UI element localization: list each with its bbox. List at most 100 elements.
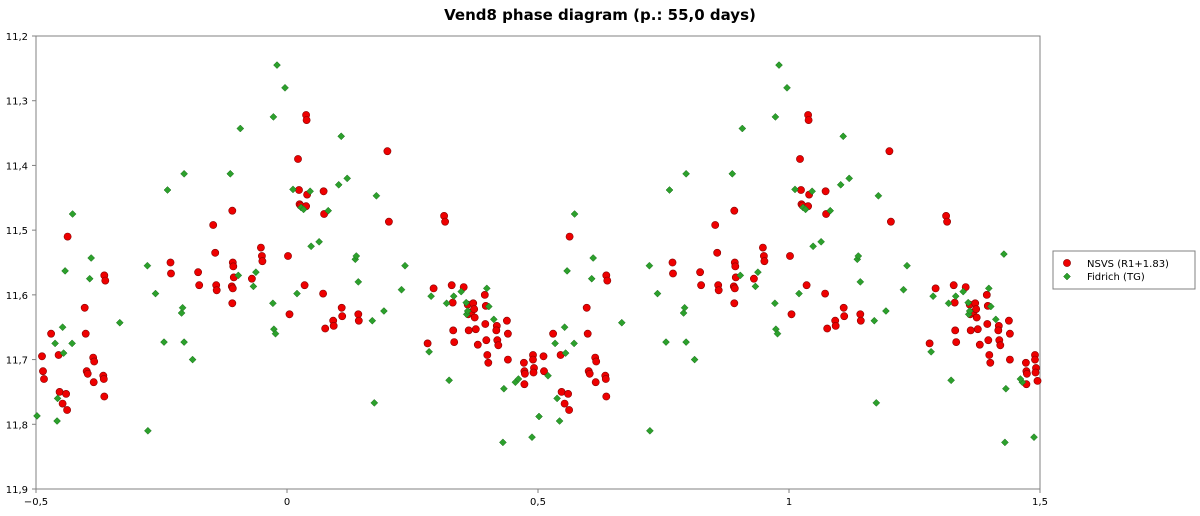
fidrich-point (929, 292, 937, 301)
nsvs-point (557, 387, 566, 396)
fidrich-point (236, 124, 245, 133)
fidrich-point (809, 242, 817, 251)
nsvs-point (449, 326, 458, 335)
fidrich-point (178, 303, 187, 312)
fidrich-point (281, 83, 289, 92)
nsvs-point (972, 313, 981, 322)
fidrich-point (808, 187, 816, 196)
y-tick-label: 11,9 (6, 485, 28, 496)
fidrich-point (682, 169, 690, 178)
y-tick-label: 11,5 (6, 226, 28, 237)
nsvs-point (228, 206, 237, 215)
fidrich-point (856, 278, 865, 286)
nsvs-point (714, 286, 723, 295)
fidrich-point (899, 285, 908, 294)
fidrich-point (555, 417, 564, 425)
fidrich-point (293, 289, 301, 298)
fidrich-point (188, 355, 197, 364)
nsvs-point (759, 243, 767, 252)
nsvs-point (802, 281, 811, 290)
nsvs-point (565, 232, 574, 241)
nsvs-point (100, 392, 109, 401)
fidrich-point (771, 113, 780, 121)
nsvs-point (982, 290, 991, 299)
nsvs-point (1006, 355, 1014, 364)
fidrich-point (563, 267, 571, 275)
nsvs-point (966, 326, 975, 335)
fidrich-point (397, 285, 406, 294)
nsvs-point (294, 155, 302, 163)
fidrich-point (1000, 250, 1008, 258)
fidrich-point (927, 347, 935, 356)
nsvs-point (840, 312, 849, 321)
nsvs-point (1033, 376, 1042, 385)
fidrich-point (500, 384, 508, 393)
fidrich-point (299, 205, 308, 214)
nsvs-point (80, 303, 89, 312)
nsvs-point (89, 378, 98, 387)
nsvs-point (1031, 368, 1040, 377)
nsvs-point (669, 269, 677, 278)
nsvs-point (38, 352, 46, 361)
chart-title: Vend8 phase diagram (p.: 55,0 days) (444, 6, 756, 24)
nsvs-point (887, 217, 895, 226)
nsvs-point (823, 324, 832, 333)
legend-marker-fidrich (1063, 272, 1071, 281)
fidrich-point (736, 271, 745, 280)
nsvs-point (730, 299, 739, 308)
fidrich-point (180, 169, 188, 178)
fidrich-point (570, 339, 578, 348)
nsvs-point (484, 358, 493, 367)
nsvs-point (483, 351, 492, 359)
nsvs-point (925, 339, 934, 348)
fidrich-point (334, 180, 343, 189)
y-tick-label: 11,6 (6, 291, 28, 302)
nsvs-point (986, 358, 995, 367)
nsvs-point (994, 326, 1003, 335)
nsvs-point (502, 316, 511, 325)
fidrich-point (273, 61, 281, 69)
nsvs-point (540, 367, 548, 376)
fidrich-point (59, 349, 68, 357)
fidrich-point (144, 426, 152, 435)
nsvs-point (750, 274, 758, 283)
fidrich-point (163, 186, 172, 194)
nsvs-point (984, 336, 993, 345)
nsvs-point (83, 369, 92, 378)
fidrich-point (653, 289, 662, 298)
fidrich-point (307, 242, 315, 251)
fidrich-point (872, 399, 881, 407)
nsvs-point (47, 329, 55, 338)
fidrich-point (680, 303, 689, 312)
nsvs-point (796, 155, 804, 163)
x-axis: −0,5 0 0,5 1 1,5 (24, 489, 1048, 508)
nsvs-point (1006, 329, 1014, 338)
nsvs-point (564, 389, 572, 398)
fidrich-point (68, 339, 76, 348)
nsvs-point (258, 257, 267, 266)
nsvs-point (582, 303, 591, 312)
y-tick-label: 11,2 (6, 32, 28, 43)
nsvs-point (560, 399, 569, 408)
fidrich-point (372, 191, 381, 200)
nsvs-point (423, 339, 432, 348)
nsvs-point (1031, 355, 1039, 364)
fidrich-point (751, 282, 760, 291)
fidrich-point (801, 205, 810, 214)
fidrich-point (845, 174, 854, 183)
fidrich-point (289, 185, 297, 194)
fidrich-point (839, 132, 848, 141)
fidrich-point (773, 329, 782, 338)
nsvs-point (1022, 358, 1030, 367)
nsvs-point (321, 324, 330, 333)
nsvs-point (529, 368, 538, 377)
fidrich-point (51, 339, 59, 348)
fidrich-point (1002, 384, 1010, 393)
nsvs-point (295, 186, 303, 194)
fidrich-point (484, 302, 493, 311)
fidrich-point (115, 318, 124, 327)
nsvs-point (211, 248, 220, 257)
nsvs-point (285, 310, 294, 319)
fidrich-point (143, 261, 152, 270)
nsvs-point (494, 341, 503, 350)
